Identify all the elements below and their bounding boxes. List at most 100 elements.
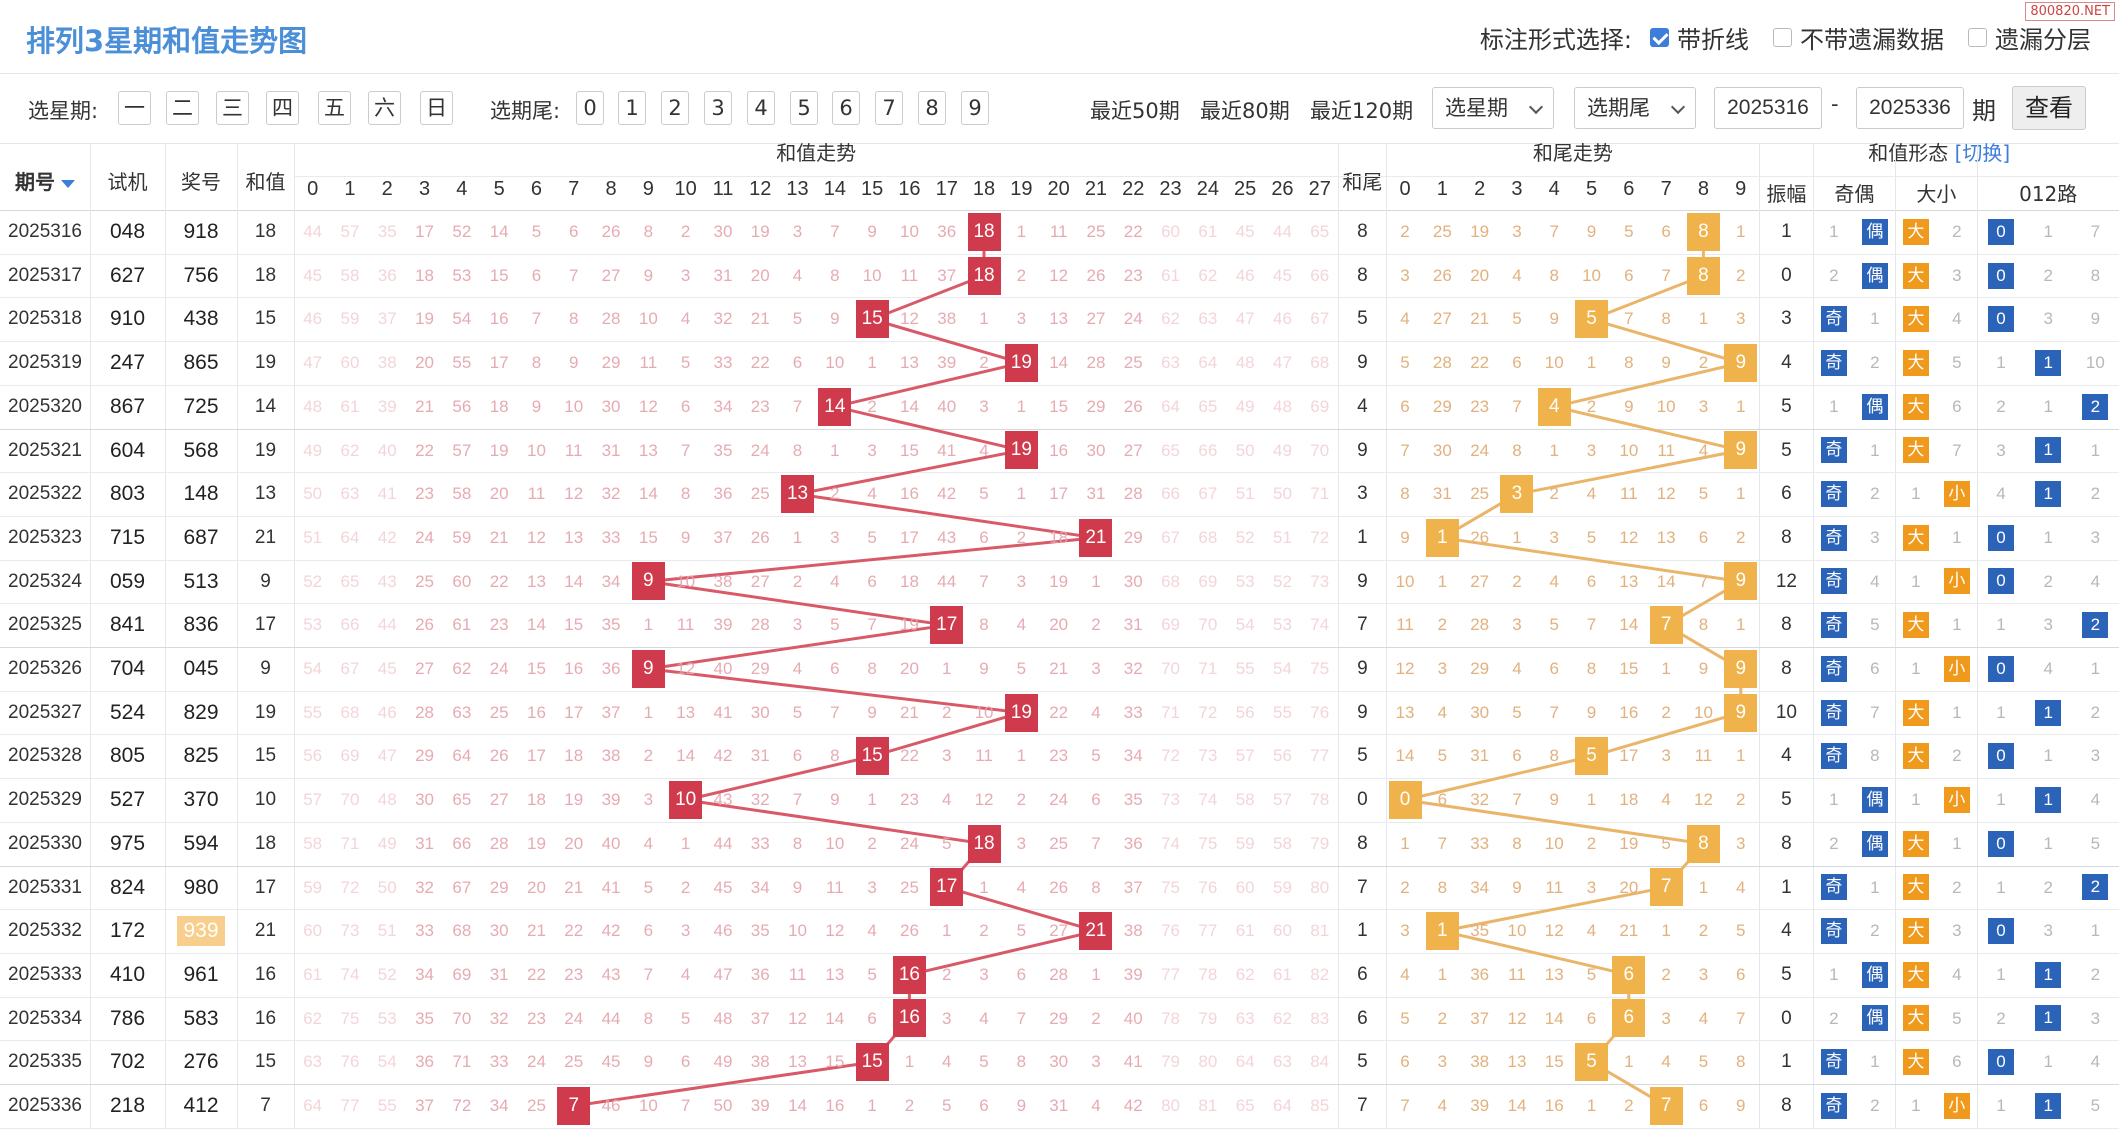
route012-badge: 2 bbox=[2082, 612, 2109, 639]
weekday-button-wed[interactable]: 三 bbox=[216, 91, 249, 125]
tail-miss-cell: 5 bbox=[1661, 833, 1671, 853]
test-number-cell: 702 bbox=[109, 1050, 146, 1074]
tail-button-2[interactable]: 2 bbox=[661, 91, 689, 125]
tail-select[interactable]: 选期尾 bbox=[1574, 87, 1696, 129]
sum-miss-cell: 5 bbox=[792, 309, 803, 329]
tail-miss-cell: 30 bbox=[1470, 702, 1490, 722]
switch-link[interactable]: [切换] bbox=[1954, 141, 2011, 165]
weekday-button-fri[interactable]: 五 bbox=[318, 91, 351, 125]
tail-button-3[interactable]: 3 bbox=[704, 91, 732, 125]
sum-miss-cell: 16 bbox=[489, 309, 509, 329]
prize-number-cell: 939 bbox=[177, 916, 225, 947]
test-header: 试机 bbox=[107, 170, 148, 194]
tail-miss-cell: 8 bbox=[1661, 309, 1671, 329]
tail-miss-cell: 6 bbox=[1624, 265, 1634, 285]
sum-miss-cell: 26 bbox=[750, 527, 770, 547]
route012-badge: 0 bbox=[1988, 743, 2014, 770]
sum-miss-cell: 8 bbox=[830, 746, 840, 766]
sum-miss-cell: 35 bbox=[377, 222, 397, 241]
tail-button-1[interactable]: 1 bbox=[618, 91, 646, 125]
sum-miss-cell: 2 bbox=[867, 833, 877, 853]
checkbox-with-line[interactable] bbox=[1650, 28, 1669, 47]
tail-button-4[interactable]: 4 bbox=[747, 91, 775, 125]
tail-button-8[interactable]: 8 bbox=[918, 91, 946, 125]
option-with-line[interactable]: 带折线 bbox=[1650, 20, 1749, 55]
tail-button-7[interactable]: 7 bbox=[875, 91, 903, 125]
sum-miss-cell: 29 bbox=[1049, 1008, 1069, 1028]
tail-miss-cell: 7 bbox=[1624, 309, 1634, 329]
tail-miss-cell: 6 bbox=[1549, 659, 1559, 678]
recent-120-link[interactable]: 最近120期 bbox=[1310, 99, 1414, 123]
tail-button-5[interactable]: 5 bbox=[790, 91, 818, 125]
sum-miss-cell: 24 bbox=[489, 659, 509, 678]
tail-miss-cell: 8 bbox=[1736, 1052, 1746, 1072]
recent-50-link[interactable]: 最近50期 bbox=[1090, 99, 1180, 123]
tail-miss-cell: 10 bbox=[1544, 353, 1564, 373]
sum-miss-cell: 37 bbox=[750, 1008, 770, 1028]
sum-miss-cell: 3 bbox=[792, 615, 803, 635]
sum-miss-cell: 36 bbox=[713, 484, 733, 504]
sum-miss-cell: 37 bbox=[415, 1096, 434, 1115]
weekday-button-thu[interactable]: 四 bbox=[266, 91, 299, 125]
odd-even-miss: 4 bbox=[1870, 571, 1880, 591]
tail-hit-cell: 5 bbox=[1575, 737, 1609, 776]
sum-miss-cell: 34 bbox=[489, 1096, 509, 1115]
sum-miss-cell: 66 bbox=[1161, 484, 1180, 504]
big-small-miss: 1 bbox=[1911, 790, 1921, 810]
query-button[interactable]: 查看 bbox=[2012, 86, 2086, 130]
weekday-button-sat[interactable]: 六 bbox=[368, 91, 401, 125]
tail-miss-cell: 1 bbox=[1586, 1096, 1597, 1115]
weekday-button-mon[interactable]: 一 bbox=[118, 91, 151, 125]
checkbox-missing-layered[interactable] bbox=[1968, 28, 1987, 47]
weekday-button-sun[interactable]: 日 bbox=[420, 91, 453, 125]
sum-miss-cell: 22 bbox=[526, 964, 546, 984]
sum-value-cell: 19 bbox=[254, 701, 277, 723]
sum-miss-cell: 49 bbox=[303, 440, 323, 460]
sum-miss-cell: 1 bbox=[830, 440, 840, 460]
sum-miss-cell: 54 bbox=[303, 659, 323, 678]
option-missing-layered[interactable]: 遗漏分层 bbox=[1968, 20, 2091, 55]
to-period-input[interactable]: 2025336 bbox=[1856, 87, 1964, 129]
route012-miss: 2 bbox=[2043, 877, 2053, 897]
tail-miss-cell: 6 bbox=[1736, 964, 1746, 984]
from-period-input[interactable]: 2025316 bbox=[1714, 87, 1822, 129]
option-no-missing-data[interactable]: 不带遗漏数据 bbox=[1773, 20, 1944, 55]
sum-miss-cell: 49 bbox=[713, 1052, 733, 1072]
sum-col-header: 8 bbox=[605, 178, 617, 200]
tail-button-0[interactable]: 0 bbox=[576, 91, 604, 125]
sum-miss-cell: 4 bbox=[942, 1052, 952, 1072]
recent-80-link[interactable]: 最近80期 bbox=[1200, 99, 1290, 123]
tail-value-cell: 9 bbox=[1357, 570, 1368, 592]
route012-miss: 1 bbox=[1996, 790, 2006, 810]
tail-miss-cell: 7 bbox=[1400, 440, 1410, 460]
sum-miss-cell: 45 bbox=[1235, 222, 1255, 241]
tail-col-header: 0 bbox=[1399, 178, 1411, 200]
sum-miss-cell: 29 bbox=[1086, 396, 1106, 416]
sum-miss-cell: 57 bbox=[1235, 746, 1255, 766]
tail-button-6[interactable]: 6 bbox=[832, 91, 860, 125]
weekday-button-tue[interactable]: 二 bbox=[166, 91, 199, 125]
tail-miss-cell: 7 bbox=[1512, 396, 1522, 416]
sum-miss-cell: 31 bbox=[713, 265, 733, 285]
period-cell: 2025332 bbox=[8, 920, 82, 942]
tail-button-9[interactable]: 9 bbox=[961, 91, 989, 125]
test-number-cell: 218 bbox=[109, 1094, 146, 1117]
sum-miss-cell: 13 bbox=[788, 1052, 807, 1072]
checkbox-no-missing-data[interactable] bbox=[1773, 28, 1792, 47]
period-header[interactable]: 期号 bbox=[0, 166, 90, 195]
sum-miss-cell: 50 bbox=[303, 484, 323, 504]
tail-value-cell: 7 bbox=[1357, 876, 1368, 898]
sum-miss-cell: 2 bbox=[867, 396, 877, 416]
sum-miss-cell: 16 bbox=[899, 484, 919, 504]
sum-miss-cell: 4 bbox=[643, 833, 654, 853]
sort-caret-icon[interactable] bbox=[61, 179, 75, 188]
sum-miss-cell: 25 bbox=[1049, 833, 1069, 853]
sum-miss-cell: 30 bbox=[601, 396, 621, 416]
sum-miss-cell: 25 bbox=[1123, 353, 1143, 373]
sum-miss-cell: 29 bbox=[750, 659, 770, 678]
tail-miss-cell: 19 bbox=[1619, 833, 1639, 853]
route012-miss: 3 bbox=[1996, 440, 2006, 460]
tail-miss-cell: 1 bbox=[1736, 396, 1746, 416]
sum-hit-cell: 19 bbox=[1004, 693, 1038, 732]
weekday-select[interactable]: 选星期 bbox=[1432, 87, 1554, 129]
